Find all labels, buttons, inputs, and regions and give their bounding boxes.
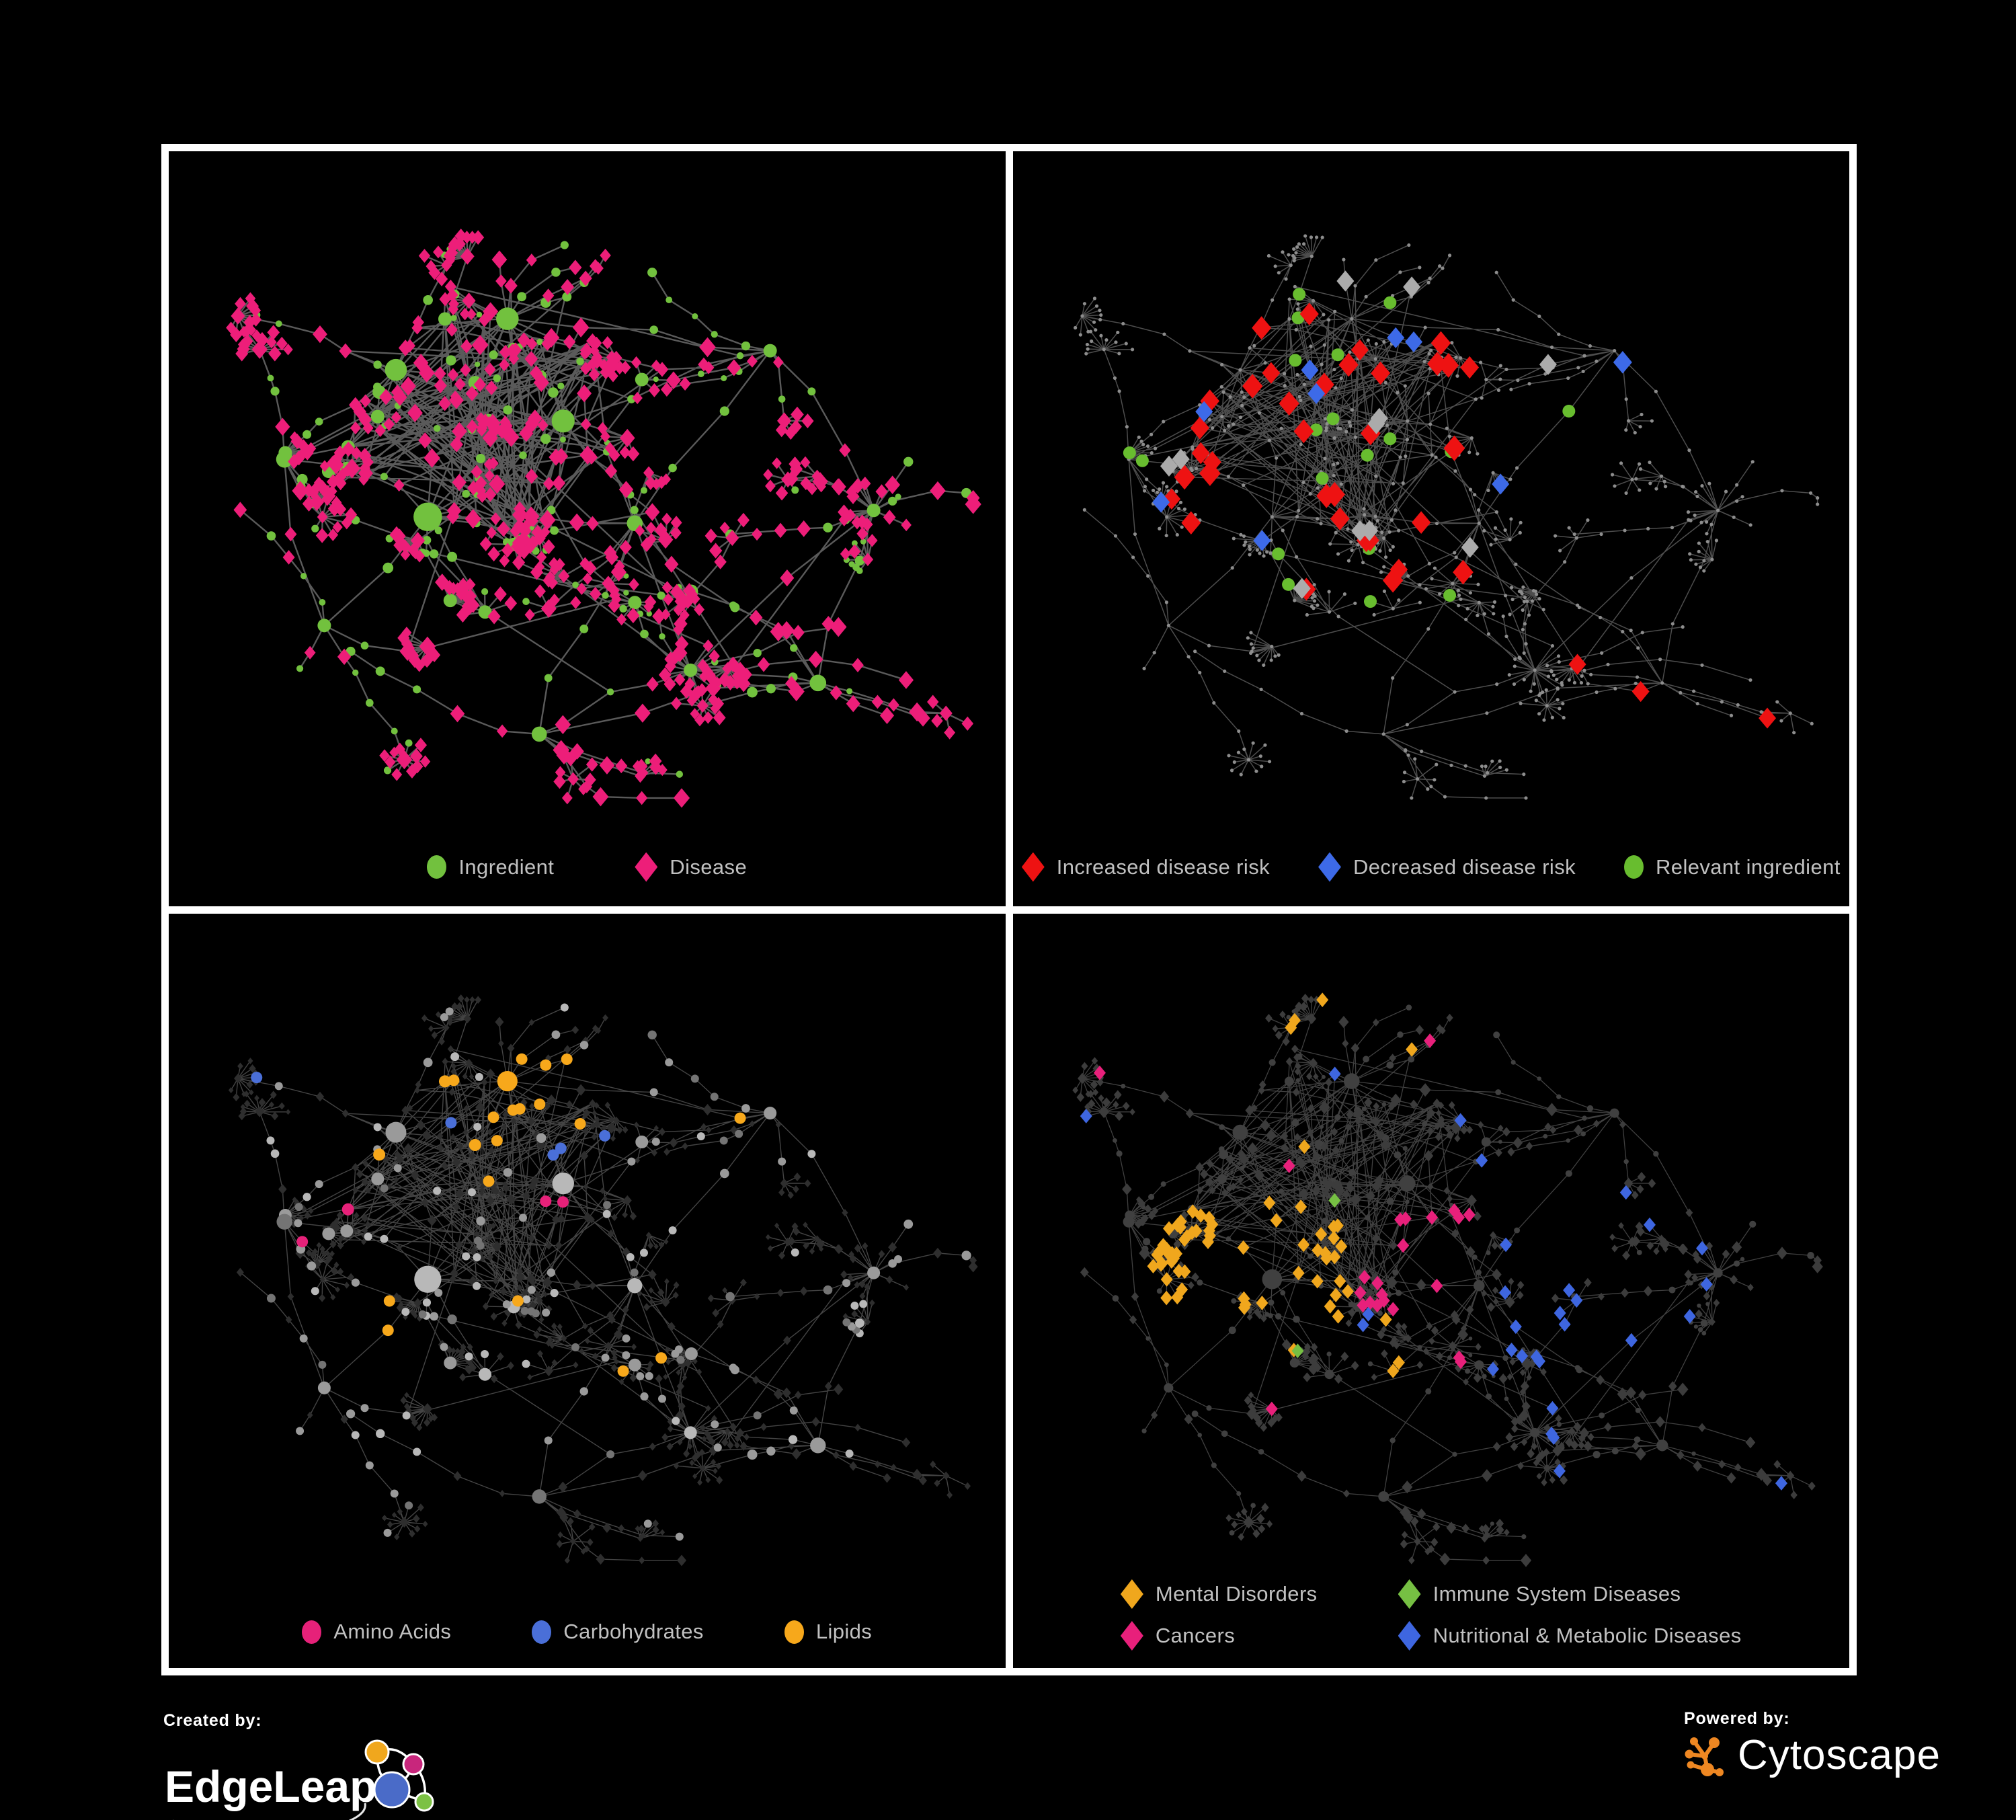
legend-label-lipids: Lipids [815, 1620, 873, 1643]
mental-disorders-marker-icon [1120, 1579, 1143, 1609]
legend-label-relevant-ingredient: Relevant ingredient [1656, 855, 1841, 879]
decreased-risk-marker-icon [1318, 852, 1341, 882]
increased-risk-marker-icon [1021, 852, 1045, 882]
network-graph-disease-categories [1072, 992, 1823, 1567]
legend-item-immune-diseases: Immune System Diseases [1398, 1579, 1742, 1609]
network-graph-disease-risk [1073, 234, 1819, 800]
edgeleap-network-icon [364, 1739, 434, 1812]
disease-marker-icon [635, 852, 658, 882]
cancers-marker-icon [1120, 1621, 1143, 1651]
panel-disease-categories: Mental Disorders Immune System Diseases … [1012, 913, 1850, 1668]
relevant-ingredient-marker-icon [1624, 855, 1644, 879]
legend-item-relevant-ingredient: Relevant ingredient [1624, 855, 1841, 879]
lipids-marker-icon [784, 1620, 804, 1644]
legend-item-mental-disorders: Mental Disorders [1120, 1579, 1318, 1609]
edgeleap-node-pink [402, 1753, 425, 1776]
edgeleap-credit: Created by: EdgeLeap [163, 1711, 459, 1820]
legend-item-lipids: Lipids [784, 1620, 872, 1644]
panel-disease-risk: Increased disease risk Decreased disease… [1012, 151, 1850, 906]
edgeleap-node-green [414, 1792, 434, 1812]
legend-label-disease: Disease [670, 855, 748, 879]
legend-item-disease: Disease [635, 852, 748, 882]
legend-label-nutritional-metabolic: Nutritional & Metabolic Diseases [1433, 1624, 1742, 1647]
legend-macronutrients: Amino Acids Carbohydrates Lipids [169, 1620, 1006, 1644]
amino-acids-marker-icon [302, 1620, 322, 1644]
legend-label-decreased-risk: Decreased disease risk [1353, 855, 1576, 879]
ingredient-marker-icon [427, 855, 447, 879]
legend-item-amino-acids: Amino Acids [302, 1620, 451, 1644]
legend-label-immune-diseases: Immune System Diseases [1433, 1582, 1681, 1606]
edgeleap-swoosh [173, 1803, 366, 1820]
legend-item-cancers: Cancers [1120, 1621, 1318, 1651]
cytoscape-logo-icon [1685, 1737, 1724, 1776]
carbohydrates-marker-icon [532, 1620, 552, 1644]
legend-label-increased-risk: Increased disease risk [1056, 855, 1270, 879]
edgeleap-node-blue [373, 1771, 411, 1809]
legend-label-amino-acids: Amino Acids [333, 1620, 452, 1643]
legend-ingredient-disease: Ingredient Disease [169, 852, 1006, 882]
powered-by-label: Powered by: [1684, 1709, 1790, 1728]
edgeleap-wordmark: EdgeLeap [165, 1762, 376, 1811]
created-by-label: Created by: [163, 1711, 262, 1730]
panel-ingredient-disease: Ingredient Disease [169, 151, 1006, 906]
legend-label-cancers: Cancers [1155, 1624, 1236, 1647]
legend-disease-categories: Mental Disorders Immune System Diseases … [1013, 1579, 1850, 1651]
legend-item-decreased-risk: Decreased disease risk [1318, 852, 1576, 882]
legend-item-increased-risk: Increased disease risk [1021, 852, 1270, 882]
cytoscape-wordmark: Cytoscape [1738, 1732, 1941, 1778]
immune-diseases-marker-icon [1398, 1579, 1421, 1609]
panel-macronutrients: Amino Acids Carbohydrates Lipids [169, 913, 1006, 1668]
nutritional-metabolic-marker-icon [1398, 1621, 1421, 1651]
edgeleap-node-orange [364, 1739, 390, 1765]
legend-disease-risk: Increased disease risk Decreased disease… [1013, 852, 1850, 882]
legend-label-carbohydrates: Carbohydrates [563, 1620, 704, 1643]
network-graph-ingredient-disease [226, 228, 981, 808]
network-graph-macronutrients [228, 994, 978, 1566]
cytoscape-credit: Powered by: [1684, 1709, 1941, 1779]
legend-label-ingredient: Ingredient [458, 855, 555, 879]
legend-item-carbohydrates: Carbohydrates [532, 1620, 704, 1644]
legend-label-mental-disorders: Mental Disorders [1155, 1582, 1318, 1606]
legend-item-ingredient: Ingredient [427, 855, 554, 879]
edgeleap-logo: EdgeLeap [165, 1739, 434, 1820]
panel-grid: Ingredient Disease Increased disease ris… [161, 144, 1857, 1675]
legend-item-nutritional-metabolic: Nutritional & Metabolic Diseases [1398, 1621, 1742, 1651]
